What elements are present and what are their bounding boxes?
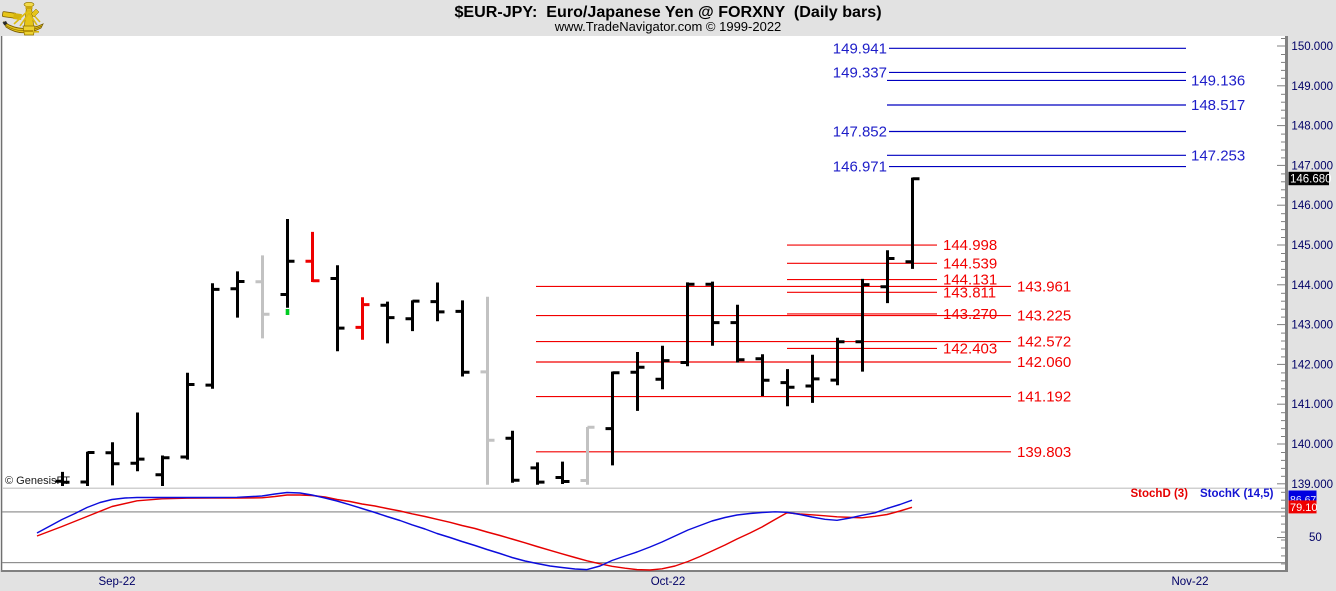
- svg-text:150.000: 150.000: [1291, 41, 1333, 53]
- svg-text:142.403: 142.403: [943, 340, 997, 357]
- svg-text:145.000: 145.000: [1291, 240, 1333, 252]
- svg-text:144.998: 144.998: [943, 237, 997, 254]
- svg-text:139.803: 139.803: [1017, 444, 1071, 461]
- svg-text:StochK (14,5): StochK (14,5): [1200, 488, 1274, 500]
- svg-text:www.TradeNavigator.com © 1999-: www.TradeNavigator.com © 1999-2022: [554, 19, 782, 34]
- svg-text:142.060: 142.060: [1017, 354, 1071, 371]
- svg-text:Oct-22: Oct-22: [651, 576, 686, 588]
- svg-text:Nov-22: Nov-22: [1171, 576, 1208, 588]
- svg-text:146.971: 146.971: [833, 159, 887, 176]
- svg-text:144.000: 144.000: [1291, 280, 1333, 292]
- svg-text:StochD (3): StochD (3): [1131, 488, 1189, 500]
- svg-text:143.961: 143.961: [1017, 278, 1071, 295]
- svg-text:146.000: 146.000: [1291, 200, 1333, 212]
- svg-text:50: 50: [1309, 532, 1322, 544]
- svg-text:142.000: 142.000: [1291, 359, 1333, 371]
- svg-text:$EUR-JPY: Euro/Japanese Yen @: $EUR-JPY: Euro/Japanese Yen @ FORXNY (Da…: [454, 3, 881, 21]
- svg-text:148.000: 148.000: [1291, 121, 1333, 133]
- svg-text:146.680: 146.680: [1290, 174, 1332, 186]
- svg-text:143.811: 143.811: [943, 284, 996, 301]
- svg-text:149.136: 149.136: [1191, 72, 1245, 89]
- svg-text:147.253: 147.253: [1191, 147, 1245, 164]
- svg-text:149.941: 149.941: [833, 40, 887, 57]
- svg-text:142.572: 142.572: [1017, 334, 1071, 351]
- svg-text:143.270: 143.270: [943, 306, 997, 323]
- svg-text:141.192: 141.192: [1017, 389, 1071, 406]
- svg-text:147.852: 147.852: [833, 124, 887, 141]
- svg-text:140.000: 140.000: [1291, 439, 1333, 451]
- svg-text:148.517: 148.517: [1191, 97, 1245, 114]
- svg-text:79.10: 79.10: [1290, 502, 1318, 514]
- svg-text:147.000: 147.000: [1291, 160, 1333, 172]
- svg-text:© GenesisFT: © GenesisFT: [5, 475, 70, 487]
- svg-text:139.000: 139.000: [1291, 479, 1333, 491]
- svg-text:144.539: 144.539: [943, 255, 997, 272]
- svg-text:144.131: 144.131: [943, 272, 997, 289]
- svg-text:143.225: 143.225: [1017, 308, 1071, 325]
- svg-text:149.337: 149.337: [833, 64, 887, 81]
- svg-text:141.000: 141.000: [1291, 399, 1333, 411]
- svg-text:149.000: 149.000: [1291, 81, 1333, 93]
- svg-text:143.000: 143.000: [1291, 320, 1333, 332]
- svg-text:Sep-22: Sep-22: [98, 576, 135, 588]
